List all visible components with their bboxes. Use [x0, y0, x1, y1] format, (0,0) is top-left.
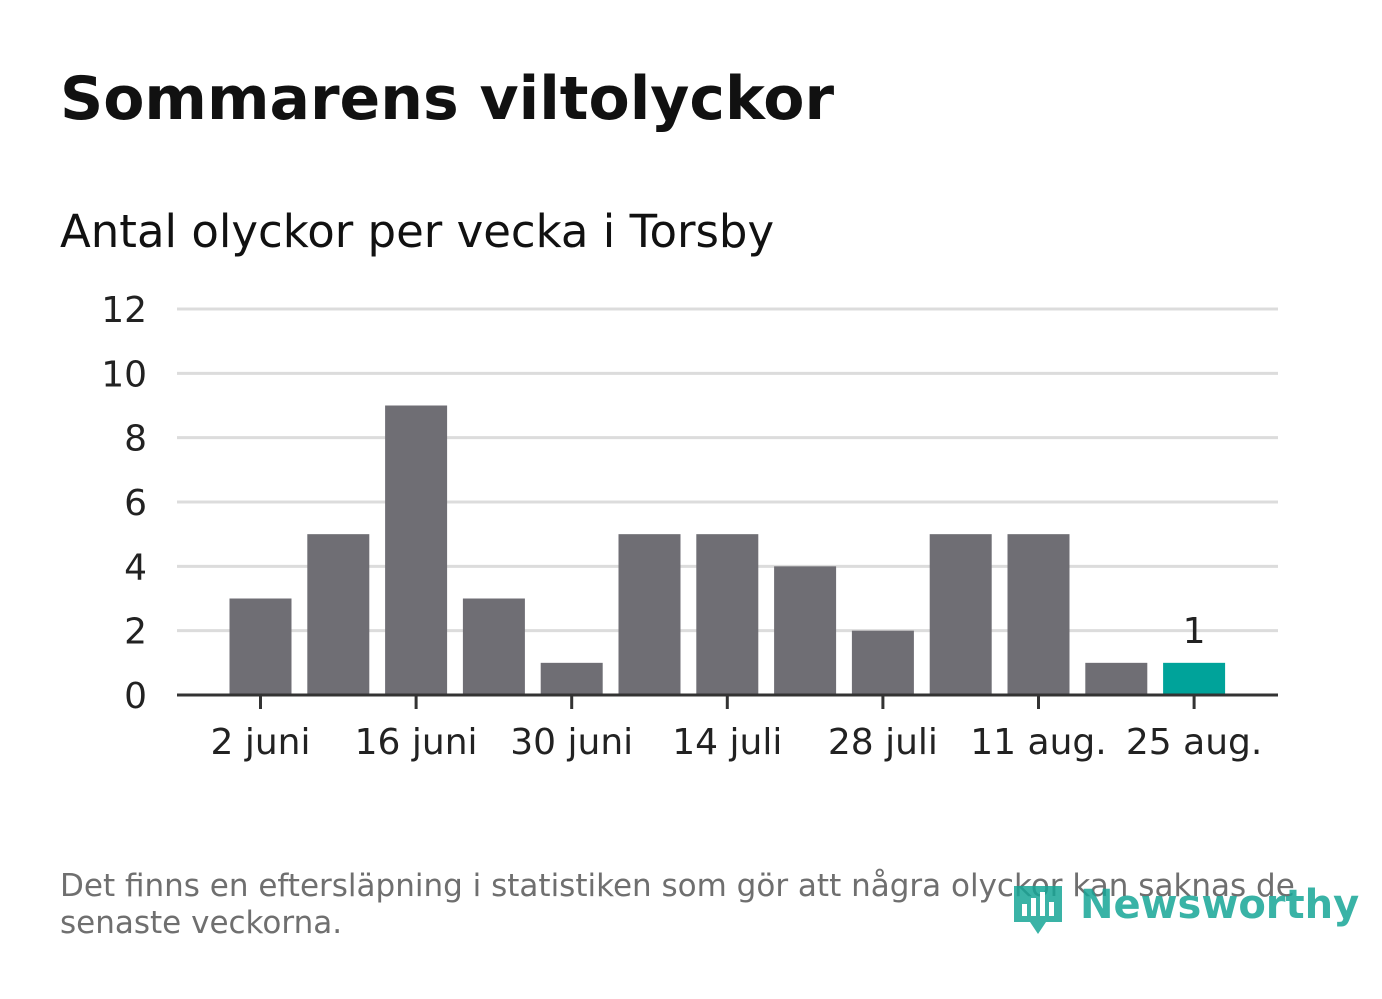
bar	[307, 534, 370, 695]
x-tick-label: 2 juni	[211, 722, 311, 763]
y-tick-label: 8	[124, 419, 147, 460]
x-tick-label: 28 juli	[828, 722, 938, 763]
data-label: 1	[1183, 611, 1206, 652]
bar	[1007, 534, 1070, 695]
newsworthy-logo: Newsworthy	[1010, 878, 1359, 940]
x-axis-ticks: 2 juni 16 juni 30 juni 14 juli 28 juli 11 aug…	[211, 695, 1262, 763]
chart-subtitle: Antal olyckor per vecka i Torsby	[60, 205, 775, 258]
newsworthy-logo-icon	[1014, 886, 1062, 934]
bar	[851, 630, 914, 695]
bar	[462, 598, 525, 695]
bar	[696, 534, 759, 695]
bar	[618, 534, 681, 695]
y-tick-label: 10	[101, 354, 147, 395]
footnote: Det finns en eftersläpning i statistiken…	[60, 868, 1295, 941]
x-tick-label: 14 juli	[672, 722, 782, 763]
x-tick-label: 16 juni	[355, 722, 478, 763]
y-tick-label: 2	[124, 612, 147, 653]
bar	[385, 405, 448, 695]
x-tick-label: 30 juni	[510, 722, 633, 763]
chart-title: Sommarens viltolyckor	[60, 64, 835, 134]
data-labels: 1	[1183, 611, 1206, 652]
x-tick-label: 11 aug.	[970, 722, 1106, 763]
y-tick-label: 12	[101, 290, 147, 331]
bar	[774, 566, 837, 695]
y-tick-label: 0	[124, 676, 147, 717]
bar	[1163, 662, 1226, 695]
bar	[1085, 662, 1148, 695]
y-tick-label: 6	[124, 483, 147, 524]
logo-text: Newsworthy	[1080, 882, 1360, 928]
y-axis-ticks: 0 2 4 6 8 10 12	[101, 290, 147, 717]
bar	[540, 662, 603, 695]
bars	[229, 405, 1226, 695]
y-tick-label: 4	[124, 547, 147, 588]
x-tick-label: 25 aug.	[1126, 722, 1262, 763]
bar	[929, 534, 992, 695]
bar	[229, 598, 292, 695]
